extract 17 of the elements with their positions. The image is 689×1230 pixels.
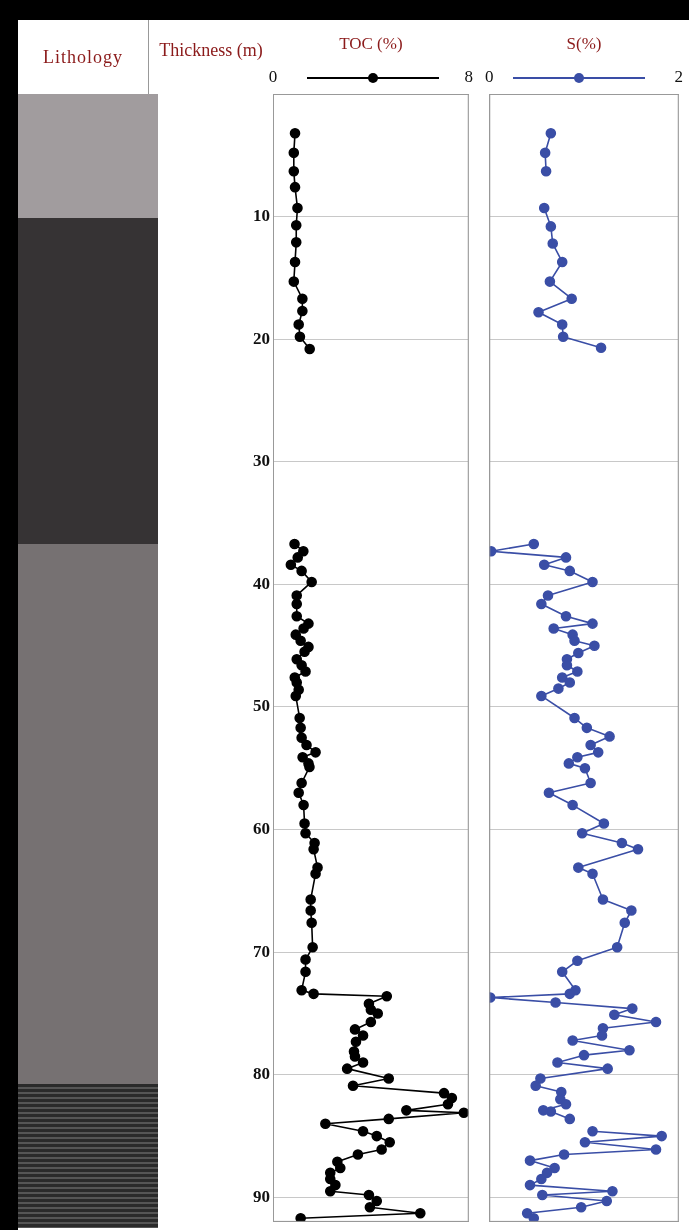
y-tick-label: 50: [253, 696, 270, 716]
y-tick-label: 70: [253, 941, 270, 961]
x-axis-title: S(%): [566, 33, 602, 53]
y-tick-label: 60: [253, 818, 270, 838]
x-axis-title: TOC (%): [339, 33, 403, 53]
y-axis-title: Thickness (m): [158, 40, 264, 61]
y-tick-label: 90: [253, 1186, 270, 1206]
x-tick-label: 2: [674, 67, 683, 87]
y-tick-label: 10: [253, 205, 270, 225]
y-tick-label: 30: [253, 451, 270, 471]
y-tick-label: 40: [253, 573, 270, 593]
x-tick-label: 0: [485, 67, 494, 87]
text: Lithology: [43, 46, 123, 68]
x-tick-label: 8: [464, 67, 473, 87]
y-tick-label: 80: [253, 1064, 270, 1084]
y-tick-label: 20: [253, 328, 270, 348]
x-tick-label: 0: [268, 67, 278, 87]
